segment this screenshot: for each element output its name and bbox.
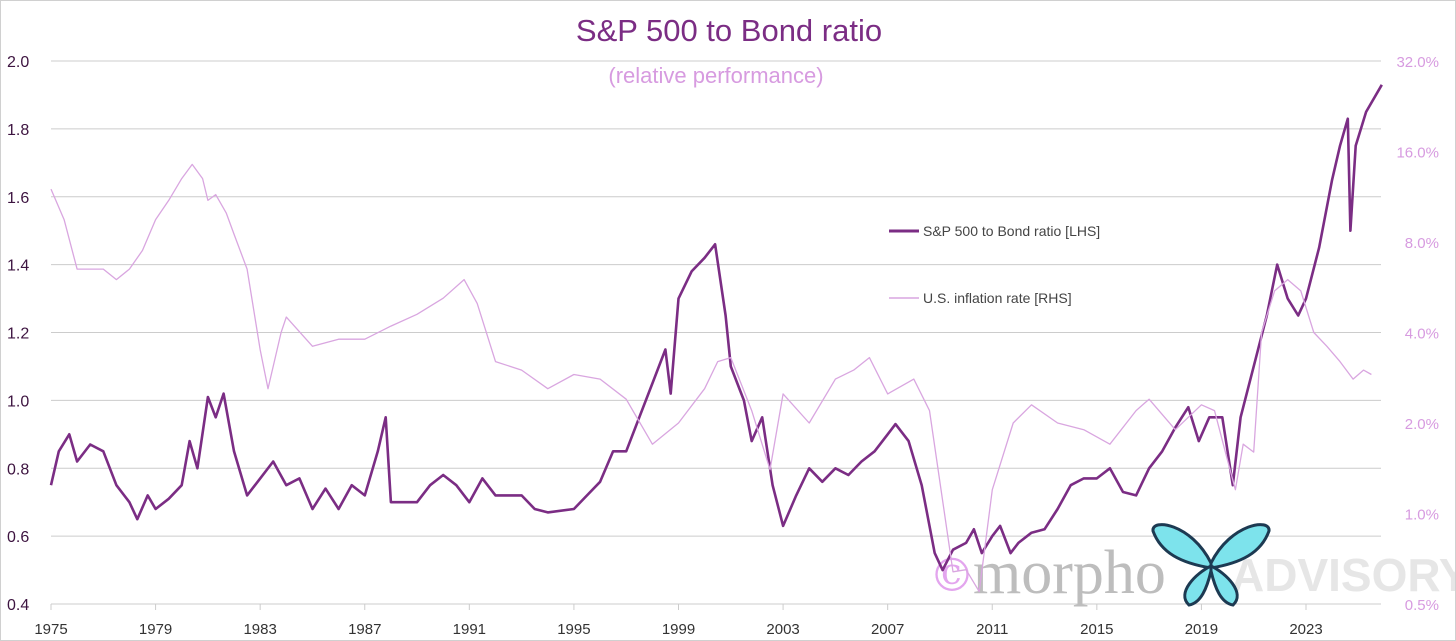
butterfly-logo-icon xyxy=(1151,523,1271,607)
ratio-series-line xyxy=(49,84,1383,572)
x-axis-tick-label: 2023 xyxy=(1289,621,1322,638)
inflation-series-line xyxy=(50,163,1372,593)
left-axis-tick-label: 0.4 xyxy=(7,597,29,614)
x-axis-tick-label: 1999 xyxy=(662,621,695,638)
left-axis-tick-label: 0.8 xyxy=(7,461,29,478)
x-axis-tick-label: 2003 xyxy=(766,621,799,638)
x-axis-tick-label: 2019 xyxy=(1185,621,1218,638)
watermark-suffix: ADVISORY xyxy=(1231,549,1456,601)
legend-label-inflation: U.S. inflation rate [RHS] xyxy=(923,290,1072,306)
right-axis-tick-label: 0.5% xyxy=(1405,597,1439,614)
left-axis-tick-label: 1.4 xyxy=(7,258,29,275)
x-axis-tick-label: 1987 xyxy=(348,621,381,638)
left-axis-tick-label: 2.0 xyxy=(7,54,29,71)
butterfly-wing xyxy=(1209,563,1239,607)
butterfly-wing xyxy=(1209,523,1271,570)
right-axis-tick-label: 1.0% xyxy=(1405,507,1439,524)
chart-title: S&P 500 to Bond ratio xyxy=(575,13,883,48)
x-axis-tick-label: 1979 xyxy=(139,621,172,638)
right-axis-tick-label: 4.0% xyxy=(1405,326,1439,343)
x-axis-tick-label: 1983 xyxy=(243,621,276,638)
x-axis-tick-label: 1995 xyxy=(557,621,590,638)
butterfly-wing xyxy=(1183,563,1213,607)
left-axis-tick-label: 1.0 xyxy=(7,393,29,410)
x-axis-tick-label: 2011 xyxy=(976,621,1008,638)
left-axis-tick-label: 0.6 xyxy=(7,529,29,546)
x-axis-tick-label: 1975 xyxy=(34,621,67,638)
butterfly-wing xyxy=(1151,523,1213,570)
right-axis-tick-label: 2.0% xyxy=(1405,416,1439,433)
right-axis-tick-label: 16.0% xyxy=(1396,145,1439,162)
watermark-brand: morpho xyxy=(973,539,1166,607)
left-axis-tick-label: 1.8 xyxy=(7,122,29,139)
right-axis-tick-label: 32.0% xyxy=(1396,54,1439,71)
left-axis-tick-label: 1.2 xyxy=(7,326,29,343)
x-axis-tick-label: 2015 xyxy=(1080,621,1113,638)
x-axis-tick-label: 1991 xyxy=(453,621,486,638)
left-axis-tick-label: 1.6 xyxy=(7,190,29,207)
chart-subtitle: (relative performance) xyxy=(608,63,824,88)
right-axis-tick-label: 8.0% xyxy=(1405,235,1439,252)
legend-label-ratio: S&P 500 to Bond ratio [LHS] xyxy=(923,223,1100,239)
x-axis-tick-label: 2007 xyxy=(871,621,904,638)
